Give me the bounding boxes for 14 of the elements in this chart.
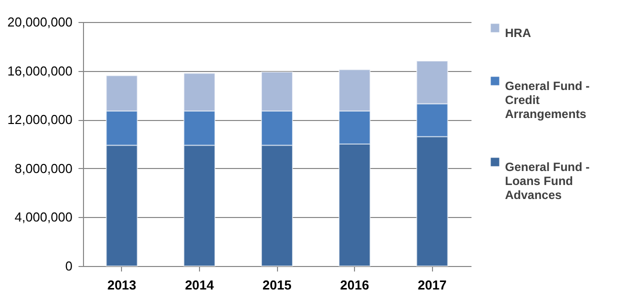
x-tick-label: 2017 bbox=[418, 278, 447, 292]
y-tick-label: 8,000,000 bbox=[14, 160, 72, 176]
legend-label: General Fund - Credit Arrangements bbox=[505, 79, 590, 121]
y-tick-label: 12,000,000 bbox=[7, 112, 72, 128]
y-tick-label: 16,000,000 bbox=[7, 63, 72, 78]
y-tick-label: 0 bbox=[65, 258, 72, 274]
x-tick-label: 2014 bbox=[184, 278, 215, 292]
y-tick-label: 20,000,000 bbox=[7, 14, 72, 30]
legend-label: General Fund - Loans Fund Advances bbox=[505, 160, 590, 202]
legend-label: HRA bbox=[505, 26, 532, 40]
x-tick-label: 2016 bbox=[340, 278, 370, 292]
y-tick-label: 4,000,000 bbox=[14, 210, 72, 225]
x-tick-label: 2013 bbox=[107, 278, 136, 292]
x-tick-label: 2015 bbox=[262, 278, 292, 292]
